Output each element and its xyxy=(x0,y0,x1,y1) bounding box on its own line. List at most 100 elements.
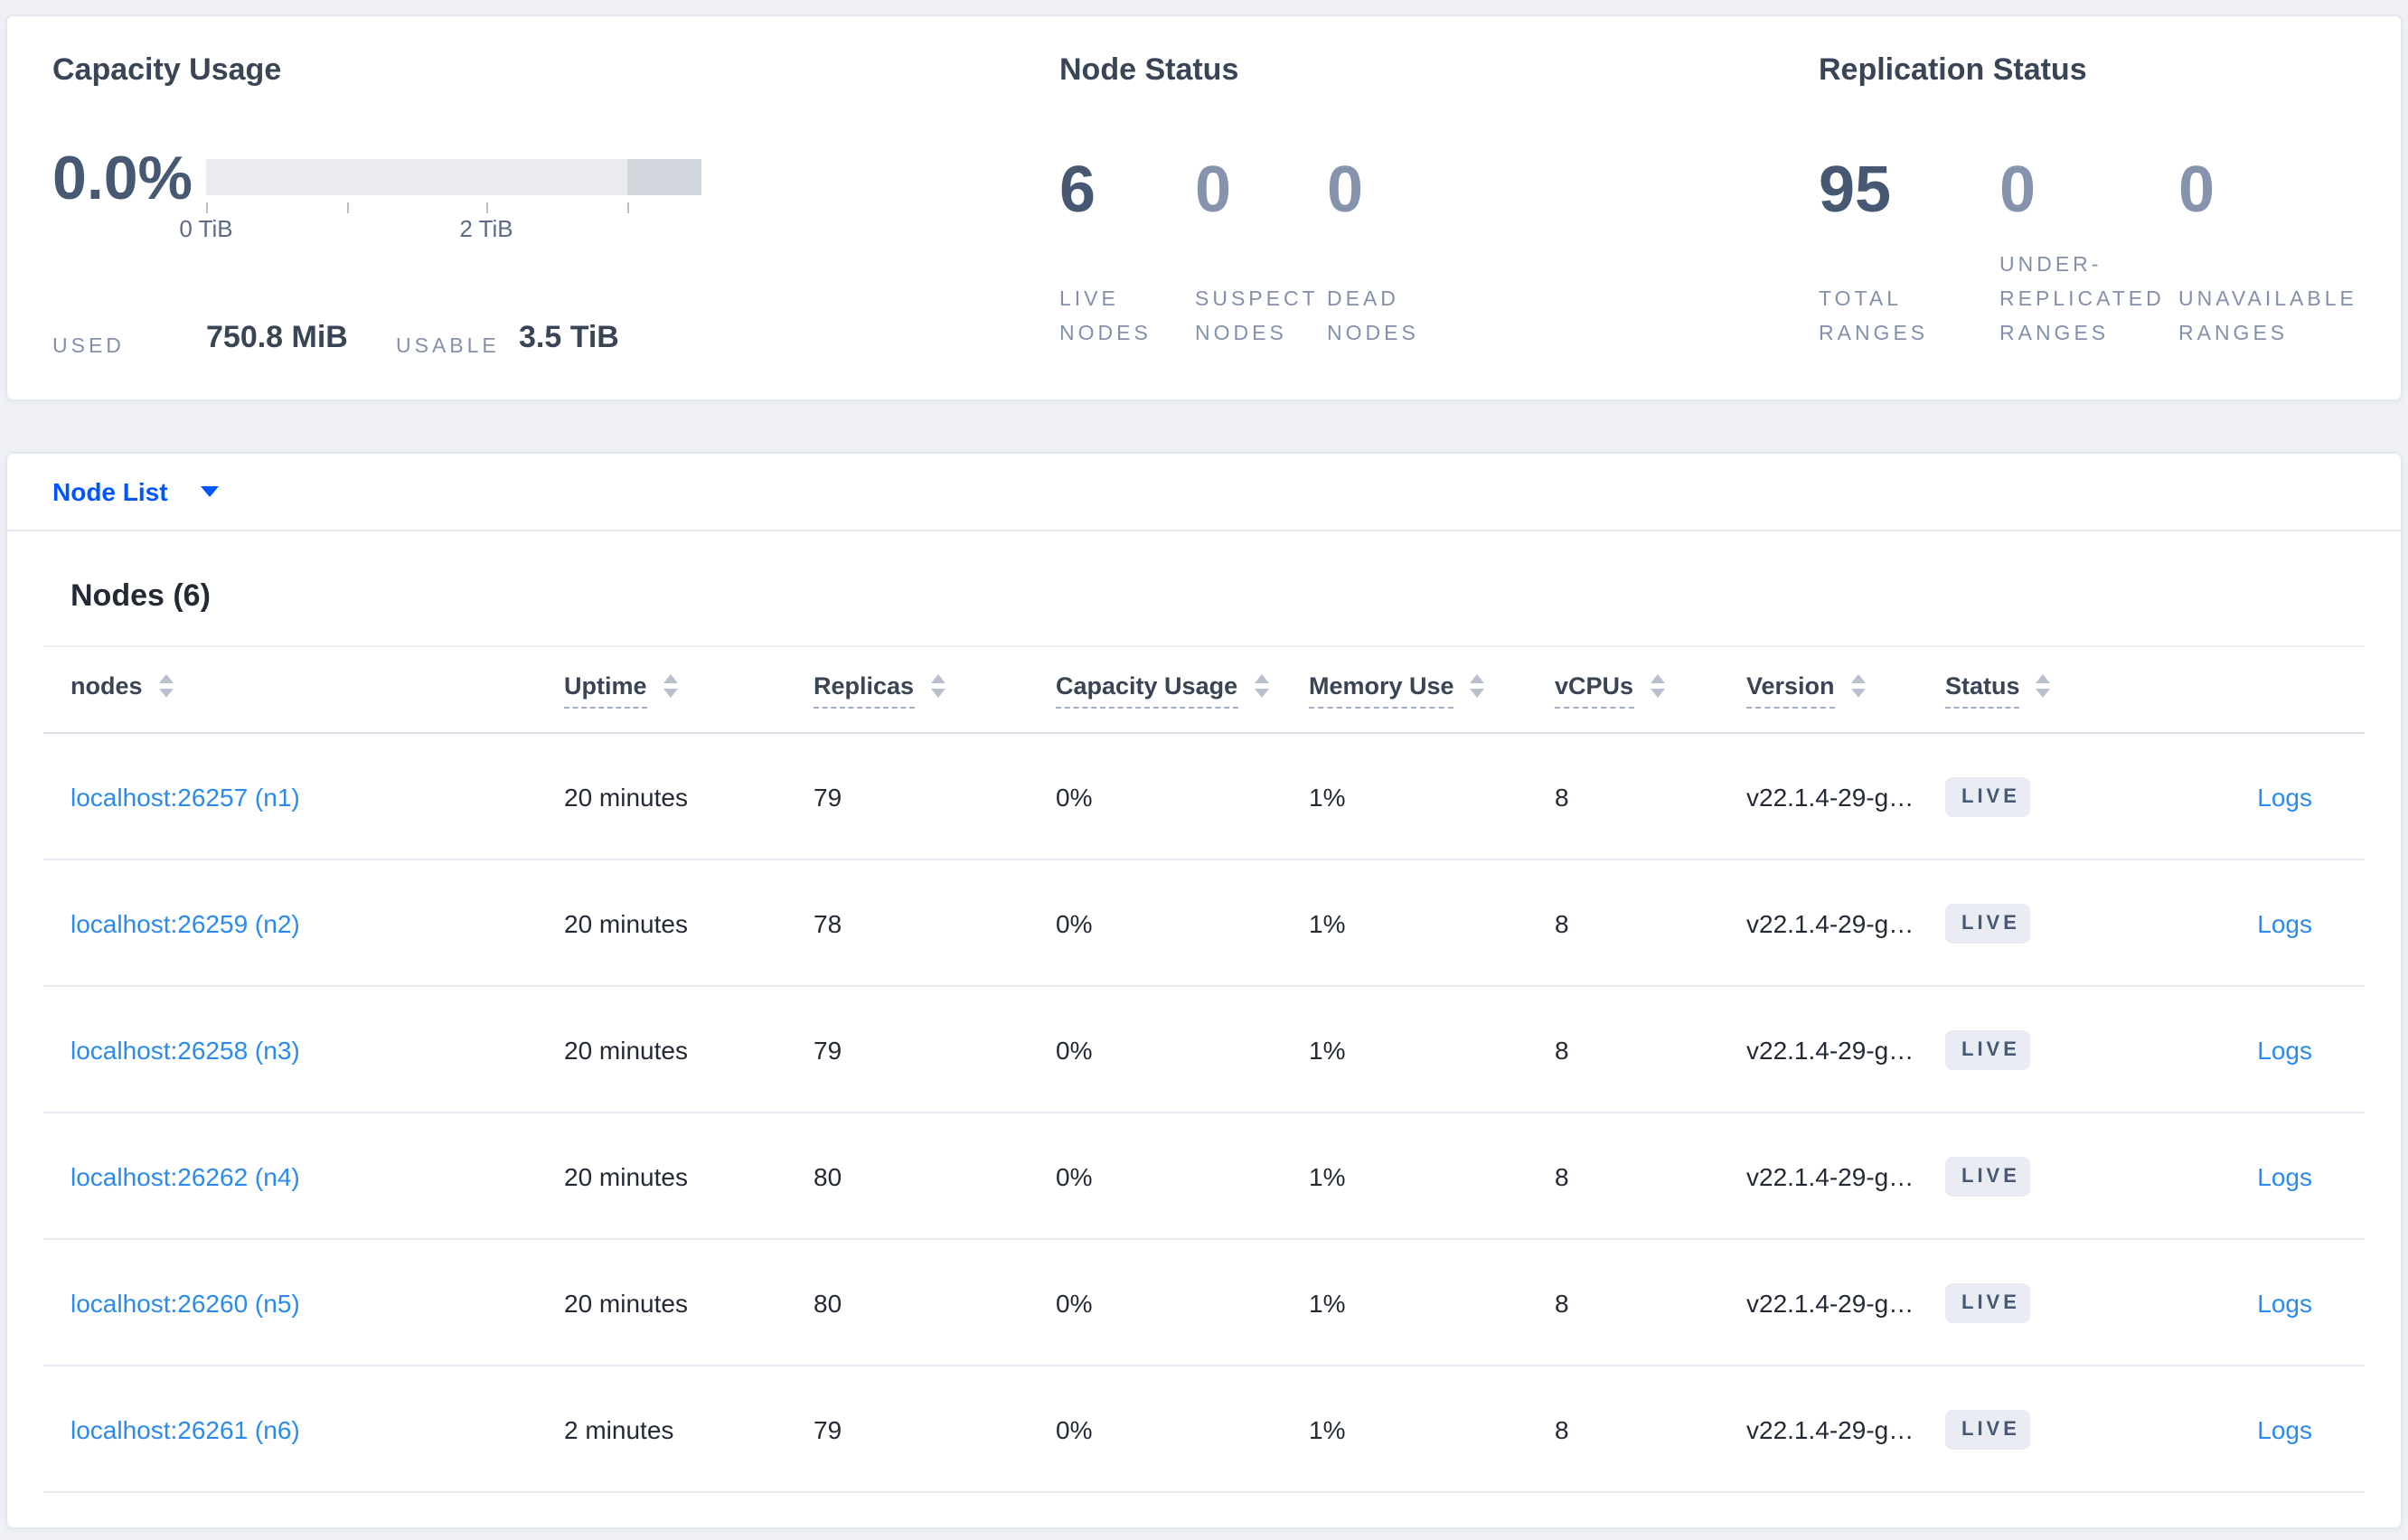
version-cell: v22.1.4-29-g… xyxy=(1746,1161,1914,1190)
status-badge: LIVE xyxy=(1945,776,2031,816)
replicas-cell: 78 xyxy=(814,908,842,937)
sort-icon xyxy=(930,674,945,705)
replicas-cell: 80 xyxy=(814,1288,842,1317)
column-header-capacity-usage[interactable]: Capacity Usage xyxy=(1056,671,1309,708)
replicas-cell: 79 xyxy=(814,1035,842,1064)
node-link[interactable]: localhost:26262 (n4) xyxy=(71,1161,300,1190)
version-cell: v22.1.4-29-g… xyxy=(1746,782,1914,811)
sort-icon xyxy=(663,674,678,705)
column-header-nodes[interactable]: nodes xyxy=(71,672,564,707)
nodes-table: Nodes (6) nodes Uptime Replicas Capacity… xyxy=(43,530,2365,1493)
table-row: localhost:26258 (n3) 20 minutes 79 0% 1%… xyxy=(43,987,2365,1113)
used-value: 750.8 MiB xyxy=(206,320,348,354)
node-status-title: Node Status xyxy=(1059,52,1239,87)
capacity-used-percent: 0.0% xyxy=(52,145,193,213)
logs-link[interactable]: Logs xyxy=(2257,1288,2312,1317)
memory-cell: 1% xyxy=(1309,1414,1346,1443)
column-header-memory-use[interactable]: Memory Use xyxy=(1309,671,1555,708)
cluster-summary-card: Capacity Usage 0.0% 0 TiB 2 TiB USED 750… xyxy=(5,14,2403,401)
dead-nodes-count: 0 xyxy=(1327,152,1364,226)
logs-link[interactable]: Logs xyxy=(2257,1035,2312,1064)
node-link[interactable]: localhost:26260 (n5) xyxy=(71,1288,300,1317)
node-list-card: Node List Nodes (6) nodes Uptime Replica… xyxy=(5,452,2403,1529)
uptime-cell: 20 minutes xyxy=(564,908,688,937)
status-badge: LIVE xyxy=(1945,1409,2031,1449)
unavailable-ranges-label: UNAVAILABLE RANGES xyxy=(2178,289,2357,345)
replication-status-title: Replication Status xyxy=(1819,52,2087,87)
table-row: localhost:26259 (n2) 20 minutes 78 0% 1%… xyxy=(43,860,2365,987)
memory-cell: 1% xyxy=(1309,1035,1346,1064)
uptime-cell: 20 minutes xyxy=(564,1288,688,1317)
capacity-cell: 0% xyxy=(1056,908,1093,937)
gauge-tick-0 xyxy=(206,202,208,213)
sort-icon xyxy=(1650,674,1665,705)
table-row: localhost:26260 (n5) 20 minutes 80 0% 1%… xyxy=(43,1240,2365,1366)
replicas-cell: 80 xyxy=(814,1161,842,1190)
column-header-label: Replicas xyxy=(814,671,915,708)
column-header-replicas[interactable]: Replicas xyxy=(814,671,1056,708)
gauge-tick-2 xyxy=(486,202,488,213)
memory-cell: 1% xyxy=(1309,908,1346,937)
under-replicated-ranges-count: 0 xyxy=(1999,152,2036,226)
column-header-label: Version xyxy=(1746,671,1835,708)
column-header-vcpus[interactable]: vCPUs xyxy=(1555,671,1746,708)
total-ranges-count: 95 xyxy=(1819,152,1892,226)
column-header-label: vCPUs xyxy=(1555,671,1634,708)
node-link[interactable]: localhost:26258 (n3) xyxy=(71,1035,300,1064)
vcpus-cell: 8 xyxy=(1555,1161,1569,1190)
version-cell: v22.1.4-29-g… xyxy=(1746,1035,1914,1064)
logs-link[interactable]: Logs xyxy=(2257,782,2312,811)
gauge-tick-label-0: 0 TiB xyxy=(179,215,233,242)
chevron-down-icon xyxy=(200,486,219,497)
status-badge: LIVE xyxy=(1945,1282,2031,1322)
column-header-label: Status xyxy=(1945,671,2020,708)
capacity-cell: 0% xyxy=(1056,1414,1093,1443)
vcpus-cell: 8 xyxy=(1555,1414,1569,1443)
node-link[interactable]: localhost:26257 (n1) xyxy=(71,782,300,811)
logs-link[interactable]: Logs xyxy=(2257,1161,2312,1190)
node-link[interactable]: localhost:26261 (n6) xyxy=(71,1414,300,1443)
uptime-cell: 20 minutes xyxy=(564,1161,688,1190)
status-badge: LIVE xyxy=(1945,1156,2031,1196)
nodes-heading: Nodes (6) xyxy=(71,578,211,613)
node-link[interactable]: localhost:26259 (n2) xyxy=(71,908,300,937)
dead-nodes-label: DEAD NODES xyxy=(1327,289,1419,345)
usable-value: 3.5 TiB xyxy=(519,320,619,354)
logs-link[interactable]: Logs xyxy=(2257,1414,2312,1443)
status-badge: LIVE xyxy=(1945,903,2031,943)
usable-label: USABLE xyxy=(396,336,500,358)
memory-cell: 1% xyxy=(1309,1161,1346,1190)
view-selector-bar: Node List xyxy=(7,454,2401,531)
memory-cell: 1% xyxy=(1309,1288,1346,1317)
column-header-status[interactable]: Status xyxy=(1945,671,2162,708)
suspect-nodes-label: SUSPECT NODES xyxy=(1195,289,1319,345)
vcpus-cell: 8 xyxy=(1555,782,1569,811)
live-nodes-label: LIVE NODES xyxy=(1059,289,1152,345)
capacity-cell: 0% xyxy=(1056,1161,1093,1190)
sort-icon xyxy=(1254,674,1269,705)
table-row: localhost:26261 (n6) 2 minutes 79 0% 1% … xyxy=(43,1366,2365,1493)
column-header-label: Uptime xyxy=(564,671,647,708)
capacity-usage-title: Capacity Usage xyxy=(52,52,282,87)
node-list-dropdown[interactable]: Node List xyxy=(52,454,219,530)
used-label: USED xyxy=(52,336,125,358)
table-row: localhost:26257 (n1) 20 minutes 79 0% 1%… xyxy=(43,734,2365,860)
column-header-label: Memory Use xyxy=(1309,671,1454,708)
unavailable-ranges-count: 0 xyxy=(2178,152,2215,226)
capacity-usage-gauge xyxy=(206,159,701,195)
column-header-label: nodes xyxy=(71,672,143,700)
column-header-version[interactable]: Version xyxy=(1746,671,1945,708)
column-header-uptime[interactable]: Uptime xyxy=(564,671,814,708)
version-cell: v22.1.4-29-g… xyxy=(1746,1414,1914,1443)
uptime-cell: 20 minutes xyxy=(564,782,688,811)
capacity-gauge-overflow-segment xyxy=(627,159,701,195)
logs-link[interactable]: Logs xyxy=(2257,908,2312,937)
replicas-cell: 79 xyxy=(814,782,842,811)
gauge-tick-3 xyxy=(627,202,629,213)
total-ranges-label: TOTAL RANGES xyxy=(1819,289,1929,345)
version-cell: v22.1.4-29-g… xyxy=(1746,908,1914,937)
live-nodes-count: 6 xyxy=(1059,152,1096,226)
sort-icon xyxy=(1850,674,1866,705)
table-header-row: nodes Uptime Replicas Capacity Usage Mem… xyxy=(43,645,2365,734)
